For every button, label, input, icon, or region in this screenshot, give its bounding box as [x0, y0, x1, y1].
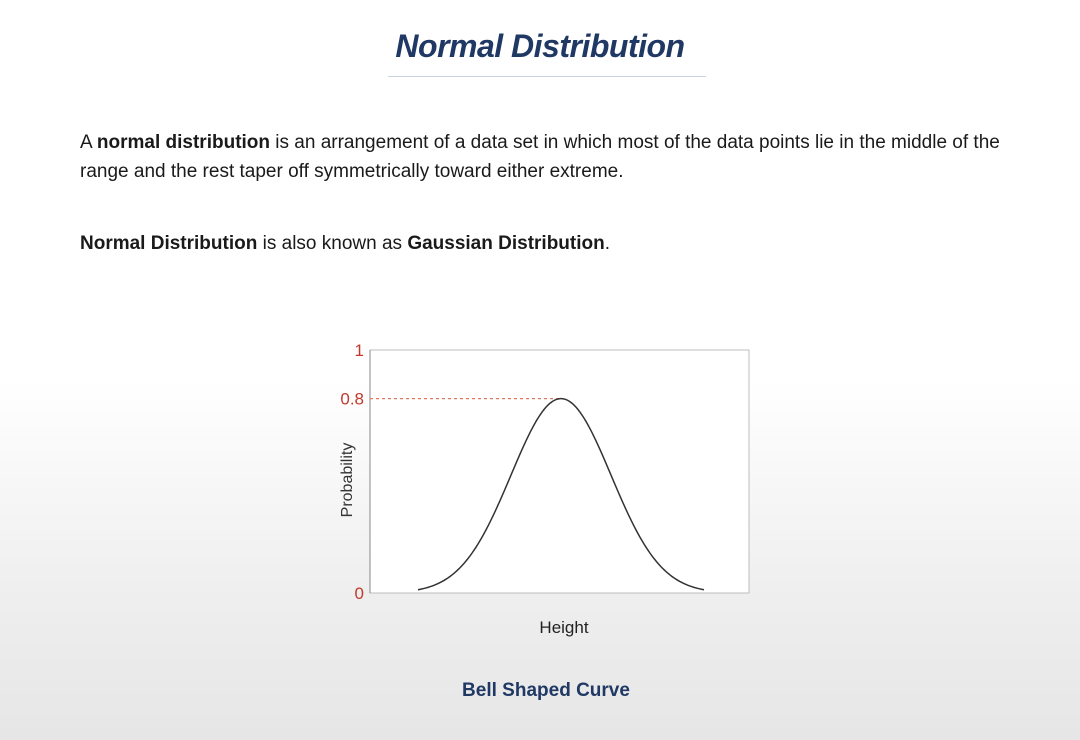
alias-term-gaussian: Gaussian Distribution — [407, 233, 605, 254]
y-tick-label-1: 1 — [355, 341, 364, 360]
y-axis-label: Probability — [339, 443, 356, 518]
alias-term-normal: Normal Distribution — [80, 233, 258, 254]
y-tick-label-0-8: 0.8 — [340, 390, 364, 409]
alias-connector: is also known as — [257, 233, 408, 254]
slide-title: Normal Distribution — [395, 28, 685, 64]
definition-pre: A — [80, 132, 97, 153]
bell-curve-chart: 1 0.8 0 Probability Height — [300, 330, 780, 640]
definition-term: normal distribution — [96, 132, 271, 153]
bell-curve-line — [417, 397, 705, 591]
alias-period: . — [604, 233, 611, 254]
x-axis-label: Height — [539, 618, 588, 637]
alias-paragraph: Normal Distribution is also known as Gau… — [80, 229, 1020, 258]
plot-frame — [369, 349, 750, 594]
definition-paragraph: A normal distribution is an arrangement … — [80, 128, 1020, 186]
y-tick-label-0: 0 — [355, 584, 364, 603]
chart-caption: Bell Shaped Curve — [462, 680, 630, 701]
chart-svg: 1 0.8 0 Probability Height — [339, 341, 750, 637]
title-underline — [388, 76, 706, 77]
definition-text: is an arrangement of a data set in which… — [80, 132, 1000, 182]
